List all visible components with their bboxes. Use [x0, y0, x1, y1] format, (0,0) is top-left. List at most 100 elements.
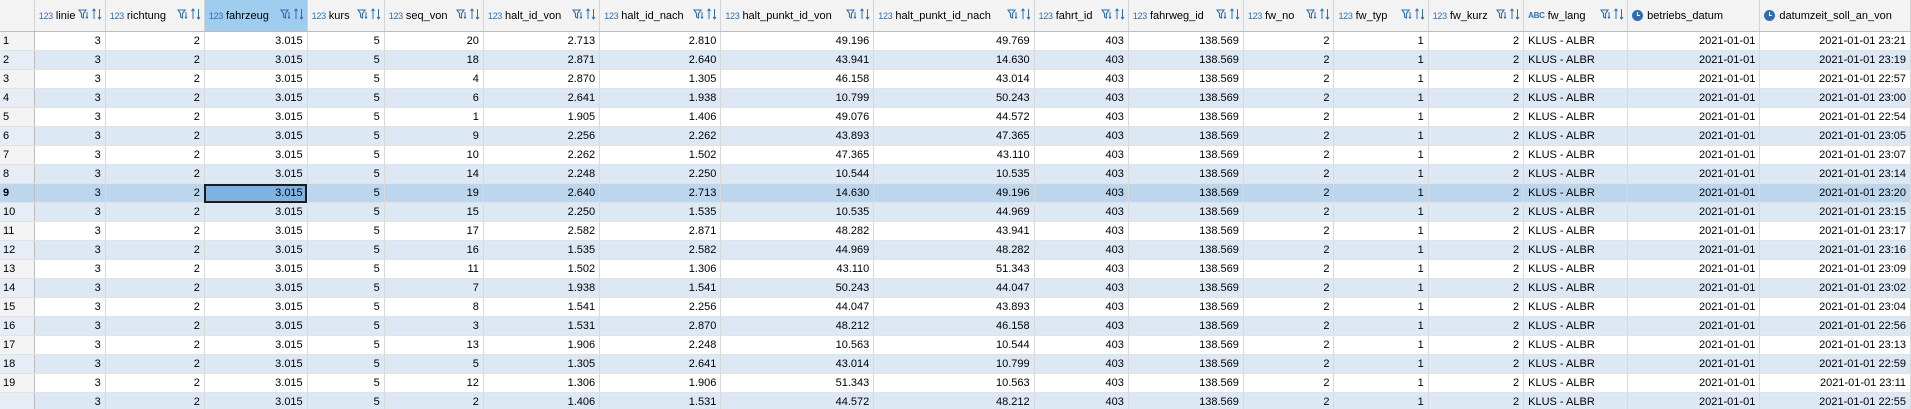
cell-fw-no[interactable]: 2 [1243, 50, 1335, 70]
cell-halt-id-nach[interactable]: 1.502 [599, 145, 722, 165]
cell-halt-punkt-id-nach[interactable]: 44.047 [873, 278, 1035, 298]
cell-halt-punkt-id-nach[interactable]: 43.110 [873, 145, 1035, 165]
sort-icon[interactable] [1229, 8, 1241, 23]
cell-richtung[interactable]: 2 [105, 31, 205, 51]
cell-fahrzeug[interactable]: 3.015 [204, 240, 308, 260]
cell-betriebs-datum[interactable]: 2021-01-01 [1627, 31, 1761, 51]
cell-halt-punkt-id-von[interactable]: 51.343 [720, 373, 875, 393]
cell-fahrweg-id[interactable]: 138.569 [1128, 164, 1244, 184]
cell-fw-lang[interactable]: KLUS - ALBR [1523, 354, 1629, 374]
table-row[interactable]: 4 3 2 3.015 5 6 2.641 1.938 10.799 50.243 403 138.5… [0, 88, 1911, 108]
table-row[interactable]: 6 3 2 3.015 5 9 2.256 2.262 43.893 47.365 403 138.5… [0, 126, 1911, 146]
cell-halt-punkt-id-von[interactable]: 43.893 [720, 126, 875, 146]
cell-halt-id-nach[interactable]: 2.250 [599, 164, 722, 184]
cell-halt-id-von[interactable]: 2.640 [483, 183, 601, 203]
table-row[interactable]: 15 3 2 3.015 5 8 1.541 2.256 44.047 43.893 403 138.… [0, 297, 1911, 317]
cell-halt-id-von[interactable]: 2.870 [483, 69, 601, 89]
cell-halt-punkt-id-nach[interactable]: 47.365 [873, 126, 1035, 146]
cell-fw-lang[interactable]: KLUS - ALBR [1523, 50, 1629, 70]
row-number[interactable]: 4 [0, 88, 35, 108]
cell-richtung[interactable]: 2 [105, 335, 205, 355]
cell-betriebs-datum[interactable]: 2021-01-01 [1627, 88, 1761, 108]
column-header-halt-id-nach[interactable]: 123 halt_id_nach [599, 0, 722, 32]
cell-richtung[interactable]: 2 [105, 278, 205, 298]
cell-fahrzeug[interactable]: 3.015 [204, 316, 308, 336]
cell-datumzeit-soll-an-von[interactable]: 2021-01-01 22:55 [1759, 392, 1911, 409]
cell-datumzeit-soll-an-von[interactable]: 2021-01-01 23:09 [1759, 259, 1911, 279]
cell-halt-punkt-id-nach[interactable]: 43.893 [873, 297, 1035, 317]
cell-fw-kurz[interactable]: 2 [1428, 392, 1525, 409]
cell-richtung[interactable]: 2 [105, 240, 205, 260]
cell-fw-lang[interactable]: KLUS - ALBR [1523, 164, 1629, 184]
cell-halt-id-nach[interactable]: 1.305 [599, 69, 722, 89]
cell-fahrzeug[interactable]: 3.015 [204, 202, 308, 222]
cell-linie[interactable]: 3 [34, 126, 106, 146]
cell-fw-typ[interactable]: 1 [1333, 145, 1429, 165]
cell-fw-no[interactable]: 2 [1243, 278, 1335, 298]
cell-halt-punkt-id-von[interactable]: 44.969 [720, 240, 875, 260]
column-header-fw-typ[interactable]: 123 fw_typ [1333, 0, 1429, 32]
sort-icon[interactable] [1020, 8, 1032, 23]
cell-halt-punkt-id-von[interactable]: 50.243 [720, 278, 875, 298]
cell-linie[interactable]: 3 [34, 240, 106, 260]
cell-linie[interactable]: 3 [34, 50, 106, 70]
cell-fahrt-id[interactable]: 403 [1034, 278, 1129, 298]
cell-halt-punkt-id-nach[interactable]: 49.769 [873, 31, 1035, 51]
cell-fw-typ[interactable]: 1 [1333, 392, 1429, 409]
cell-fw-typ[interactable]: 1 [1333, 373, 1429, 393]
cell-linie[interactable]: 3 [34, 316, 106, 336]
table-row[interactable]: 5 3 2 3.015 5 1 1.905 1.406 49.076 44.572 403 138.5… [0, 107, 1911, 127]
cell-richtung[interactable]: 2 [105, 69, 205, 89]
column-header-kurs[interactable]: 123 kurs [307, 0, 385, 32]
cell-fahrzeug[interactable]: 3.015 [204, 164, 308, 184]
cell-halt-id-von[interactable]: 1.406 [483, 392, 601, 409]
column-header-datumzeit-soll-an-von[interactable]: datumzeit_soll_an_von [1759, 0, 1911, 32]
column-header-halt-punkt-id-von[interactable]: 123 halt_punkt_id_von [720, 0, 875, 32]
table-row[interactable]: 12 3 2 3.015 5 16 1.535 2.582 44.969 48.282 403 138… [0, 240, 1911, 260]
cell-fahrzeug[interactable]: 3.015 [204, 107, 308, 127]
cell-fw-lang[interactable]: KLUS - ALBR [1523, 335, 1629, 355]
cell-fahrt-id[interactable]: 403 [1034, 126, 1129, 146]
filter-icon[interactable] [572, 8, 584, 23]
cell-fw-kurz[interactable]: 2 [1428, 50, 1525, 70]
cell-richtung[interactable]: 2 [105, 107, 205, 127]
cell-halt-punkt-id-nach[interactable]: 43.941 [873, 221, 1035, 241]
cell-betriebs-datum[interactable]: 2021-01-01 [1627, 221, 1761, 241]
cell-linie[interactable]: 3 [34, 69, 106, 89]
row-number[interactable]: 17 [0, 335, 35, 355]
cell-halt-punkt-id-von[interactable]: 43.941 [720, 50, 875, 70]
cell-fw-typ[interactable]: 1 [1333, 164, 1429, 184]
cell-fahrt-id[interactable]: 403 [1034, 240, 1129, 260]
cell-richtung[interactable]: 2 [105, 202, 205, 222]
table-row[interactable]: 17 3 2 3.015 5 13 1.906 2.248 10.563 10.544 403 138… [0, 335, 1911, 355]
cell-seq-von[interactable]: 12 [384, 373, 484, 393]
cell-seq-von[interactable]: 4 [384, 69, 484, 89]
cell-halt-punkt-id-nach[interactable]: 49.196 [873, 183, 1035, 203]
cell-fw-typ[interactable]: 1 [1333, 278, 1429, 298]
cell-halt-punkt-id-von[interactable]: 44.047 [720, 297, 875, 317]
cell-halt-punkt-id-nach[interactable]: 48.282 [873, 240, 1035, 260]
cell-betriebs-datum[interactable]: 2021-01-01 [1627, 126, 1761, 146]
cell-fw-lang[interactable]: KLUS - ALBR [1523, 259, 1629, 279]
row-number[interactable]: 19 [0, 373, 35, 393]
cell-kurs[interactable]: 5 [307, 202, 385, 222]
cell-fw-no[interactable]: 2 [1243, 88, 1335, 108]
cell-fw-typ[interactable]: 1 [1333, 259, 1429, 279]
cell-fw-kurz[interactable]: 2 [1428, 145, 1525, 165]
cell-fw-typ[interactable]: 1 [1333, 240, 1429, 260]
cell-halt-id-nach[interactable]: 1.306 [599, 259, 722, 279]
column-header-fw-kurz[interactable]: 123 fw_kurz [1428, 0, 1525, 32]
cell-fw-kurz[interactable]: 2 [1428, 240, 1525, 260]
cell-halt-punkt-id-nach[interactable]: 46.158 [873, 316, 1035, 336]
cell-betriebs-datum[interactable]: 2021-01-01 [1627, 202, 1761, 222]
cell-datumzeit-soll-an-von[interactable]: 2021-01-01 23:19 [1759, 50, 1911, 70]
column-header-seq-von[interactable]: 123 seq_von [384, 0, 484, 32]
cell-halt-id-nach[interactable]: 1.531 [599, 392, 722, 409]
cell-fahrweg-id[interactable]: 138.569 [1128, 50, 1244, 70]
table-row[interactable]: 10 3 2 3.015 5 15 2.250 1.535 10.535 44.969 403 138… [0, 202, 1911, 222]
cell-linie[interactable]: 3 [34, 221, 106, 241]
cell-fahrt-id[interactable]: 403 [1034, 392, 1129, 409]
cell-fahrzeug[interactable]: 3.015 [204, 259, 308, 279]
cell-kurs[interactable]: 5 [307, 373, 385, 393]
cell-datumzeit-soll-an-von[interactable]: 2021-01-01 23:05 [1759, 126, 1911, 146]
